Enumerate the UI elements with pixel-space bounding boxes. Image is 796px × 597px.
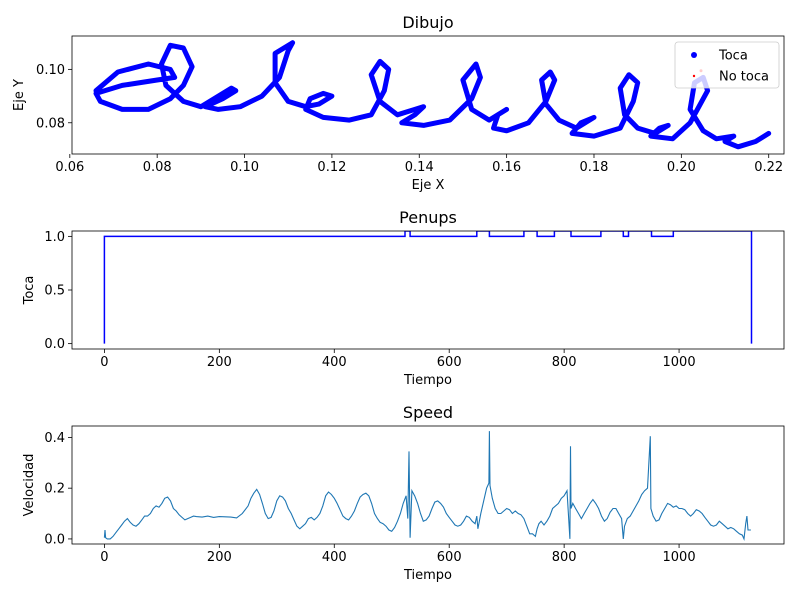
y-axis-label: Eje Y [12, 79, 27, 111]
y-axis-label: Velocidad [22, 454, 37, 517]
y-tick-label: 0.08 [36, 116, 65, 131]
legend-label-1: No toca [719, 70, 769, 85]
x-tick-label: 0.22 [754, 160, 783, 175]
x-tick-label: 0 [100, 550, 108, 565]
legend: Toca No toca [674, 41, 780, 89]
x-tick-label: 0.20 [667, 160, 696, 175]
chart-title: Dibujo [402, 13, 453, 32]
x-tick-label: 400 [322, 355, 347, 370]
y-tick-label: 1.0 [44, 230, 65, 245]
x-tick-label: 600 [437, 355, 462, 370]
chart-title: Speed [403, 403, 453, 422]
y-tick-label: 0.5 [44, 284, 65, 299]
y-tick-label: 0.2 [44, 482, 65, 497]
x-tick-label: 1000 [663, 550, 696, 565]
x-axis-label: Eje X [412, 178, 445, 193]
x-axis-label: Tiempo [403, 373, 452, 388]
x-tick-label: 0.14 [405, 160, 434, 175]
legend-label-0: Toca [718, 49, 748, 64]
y-axis-label: Toca [22, 276, 37, 306]
y-tick-label: 0.0 [44, 337, 65, 352]
axes-frame [71, 230, 785, 350]
x-tick-label: 0.08 [143, 160, 172, 175]
x-tick-label: 200 [207, 550, 232, 565]
x-tick-label: 0.10 [230, 160, 259, 175]
x-tick-label: 0.18 [580, 160, 609, 175]
x-tick-label: 800 [552, 550, 577, 565]
x-tick-label: 0.06 [55, 160, 84, 175]
y-tick-label: 0.4 [44, 431, 65, 446]
x-tick-label: 0.12 [317, 160, 346, 175]
subplot-speed: 0 200 400 600 800 1000 0.0 0.2 0.4 Speed Tiempo Vel… [22, 403, 785, 583]
legend-box [674, 41, 780, 89]
plot-area [103, 431, 751, 541]
series-toca-trace [93, 40, 772, 150]
series-line-1 [103, 231, 753, 344]
x-tick-label: 1000 [663, 355, 696, 370]
y-tick-label: 0.10 [36, 63, 65, 78]
series-line-2 [103, 431, 751, 541]
x-tick-label: 0 [100, 355, 108, 370]
legend-marker-0 [691, 52, 697, 58]
x-tick-label: 600 [437, 550, 462, 565]
x-tick-label: 400 [322, 550, 347, 565]
subplot-penups: 0 200 400 600 800 1000 0.0 0.5 1.0 Penups Tiempo To… [22, 208, 785, 388]
x-tick-label: 200 [207, 355, 232, 370]
legend-marker-1 [692, 74, 696, 78]
x-tick-label: 800 [552, 355, 577, 370]
chart-title: Penups [399, 208, 457, 227]
y-tick-label: 0.0 [44, 532, 65, 547]
subplot-dibujo: 0.06 0.08 0.10 0.12 0.14 0.16 0.18 0.20 0.22 0.08… [12, 13, 785, 193]
x-axis-label: Tiempo [403, 568, 452, 583]
axes-frame [71, 425, 785, 545]
x-tick-label: 0.16 [492, 160, 521, 175]
axes-frame [71, 35, 785, 155]
plot-area [103, 231, 753, 344]
plot-area [93, 40, 772, 150]
